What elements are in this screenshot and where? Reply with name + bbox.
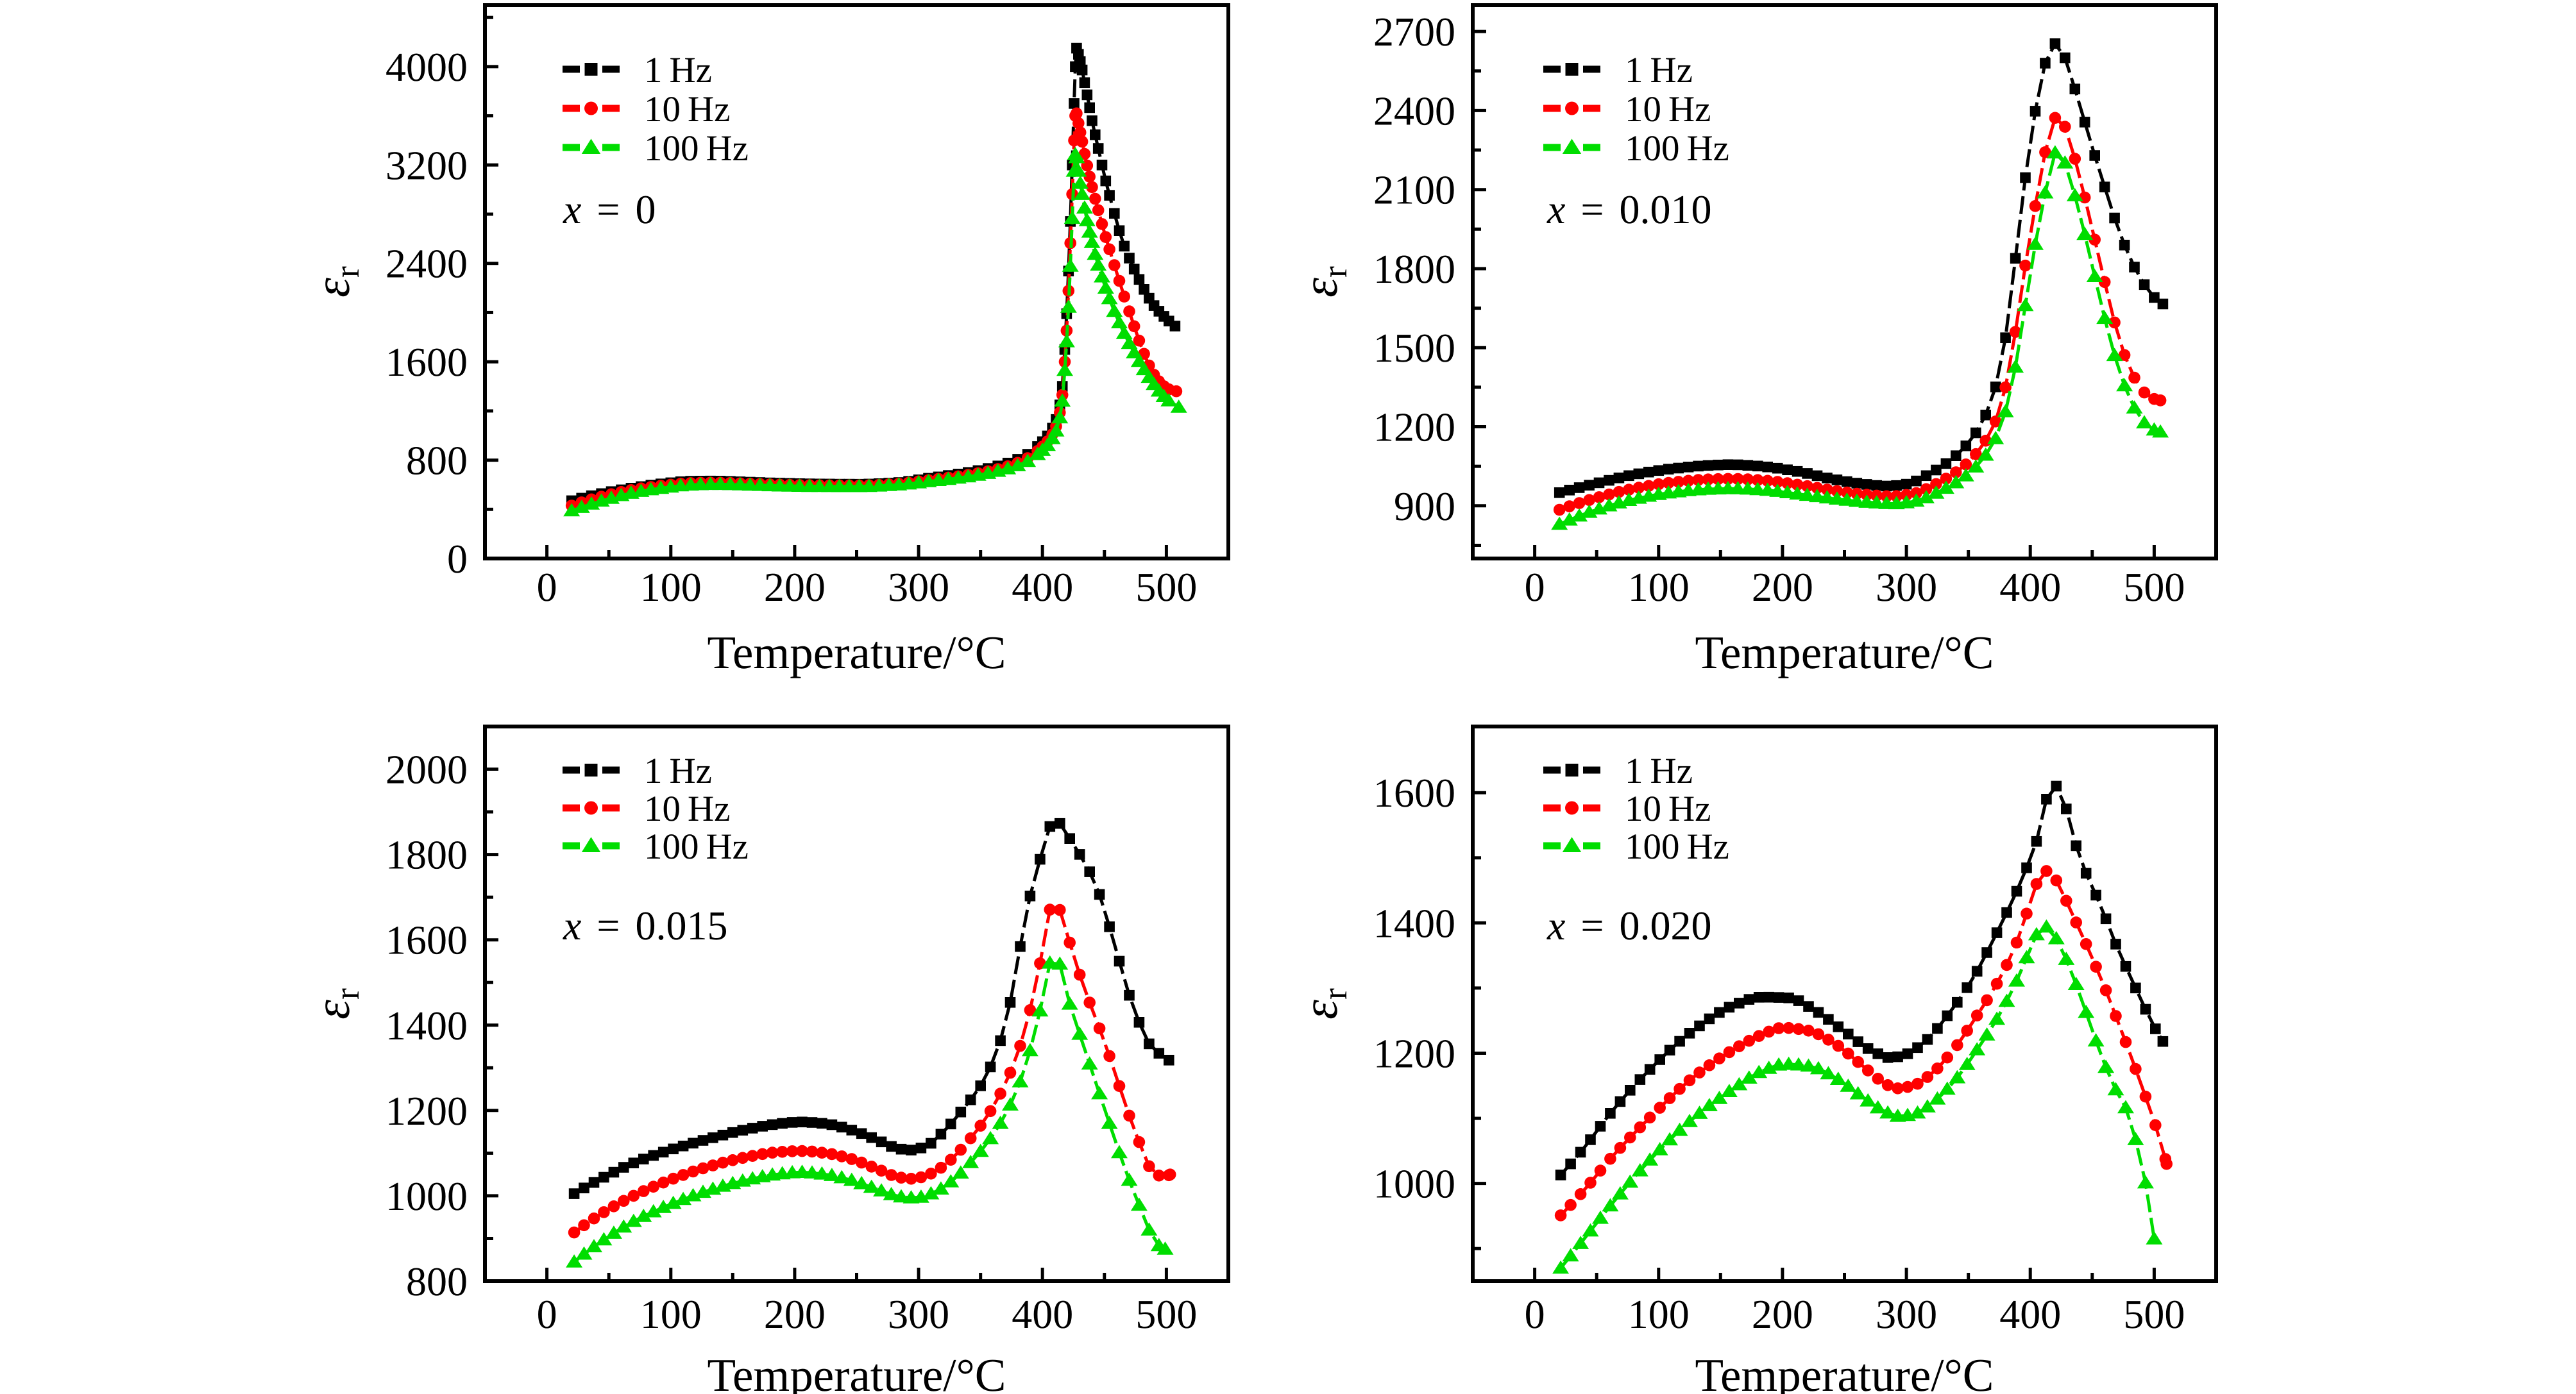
svg-text:300: 300 xyxy=(1876,564,1937,610)
svg-text:200: 200 xyxy=(764,564,826,610)
svg-text:εr: εr xyxy=(1292,988,1354,1020)
svg-text:1Hz: 1 Hz xyxy=(1625,50,1693,90)
svg-text:3200: 3200 xyxy=(386,142,468,188)
svg-text:400: 400 xyxy=(1999,564,2061,610)
svg-text:x = 0: x = 0 xyxy=(563,187,656,232)
svg-text:2400: 2400 xyxy=(1373,88,1455,133)
svg-text:1200: 1200 xyxy=(386,1088,468,1134)
svg-text:x = 0.010: x = 0.010 xyxy=(1546,187,1712,232)
svg-text:0: 0 xyxy=(1525,564,1545,610)
svg-text:1800: 1800 xyxy=(1373,246,1455,292)
svg-text:200: 200 xyxy=(1752,564,1813,610)
svg-text:1600: 1600 xyxy=(386,339,468,385)
svg-text:1Hz: 1 Hz xyxy=(644,751,712,791)
svg-text:2400: 2400 xyxy=(386,241,468,287)
svg-text:500: 500 xyxy=(2123,1291,2185,1337)
svg-text:1200: 1200 xyxy=(1373,1031,1455,1077)
svg-text:1000: 1000 xyxy=(386,1173,468,1219)
svg-text:1500: 1500 xyxy=(1373,325,1455,371)
svg-text:300: 300 xyxy=(888,1291,949,1337)
svg-text:2700: 2700 xyxy=(1373,9,1455,55)
svg-text:100: 100 xyxy=(640,1291,702,1337)
svg-text:2000: 2000 xyxy=(386,747,468,793)
svg-text:200: 200 xyxy=(764,1291,826,1337)
svg-text:1Hz: 1 Hz xyxy=(644,50,712,90)
svg-text:800: 800 xyxy=(406,1259,468,1304)
svg-text:200: 200 xyxy=(1752,1291,1813,1337)
svg-text:1400: 1400 xyxy=(386,1003,468,1048)
svg-text:900: 900 xyxy=(1394,483,1455,529)
svg-text:800: 800 xyxy=(406,438,468,483)
svg-text:Temperature/°C: Temperature/°C xyxy=(1695,1349,1994,1394)
svg-text:1400: 1400 xyxy=(1373,900,1455,946)
svg-text:400: 400 xyxy=(1012,1291,1073,1337)
svg-text:300: 300 xyxy=(1876,1291,1937,1337)
svg-text:x = 0.015: x = 0.015 xyxy=(563,903,728,948)
svg-text:500: 500 xyxy=(2123,564,2185,610)
svg-text:0: 0 xyxy=(447,536,468,582)
svg-text:1200: 1200 xyxy=(1373,405,1455,450)
svg-text:Temperature/°C: Temperature/°C xyxy=(708,626,1006,678)
svg-text:100: 100 xyxy=(1628,564,1690,610)
svg-text:2100: 2100 xyxy=(1373,167,1455,213)
svg-text:500: 500 xyxy=(1135,1291,1197,1337)
svg-text:0: 0 xyxy=(537,1291,557,1337)
svg-text:400: 400 xyxy=(1012,564,1073,610)
svg-text:1800: 1800 xyxy=(386,832,468,878)
svg-text:4000: 4000 xyxy=(386,44,468,90)
svg-text:1Hz: 1 Hz xyxy=(1625,751,1693,791)
svg-text:400: 400 xyxy=(1999,1291,2061,1337)
svg-text:1600: 1600 xyxy=(386,918,468,963)
svg-text:500: 500 xyxy=(1135,564,1197,610)
svg-text:Temperature/°C: Temperature/°C xyxy=(1695,626,1994,678)
svg-text:300: 300 xyxy=(888,564,949,610)
svg-text:1600: 1600 xyxy=(1373,770,1455,816)
svg-text:Temperature/°C: Temperature/°C xyxy=(708,1349,1006,1394)
svg-text:0: 0 xyxy=(537,564,557,610)
svg-text:x = 0.020: x = 0.020 xyxy=(1546,903,1712,948)
svg-text:100: 100 xyxy=(1628,1291,1690,1337)
svg-text:100: 100 xyxy=(640,564,702,610)
svg-text:1000: 1000 xyxy=(1373,1161,1455,1207)
svg-text:0: 0 xyxy=(1525,1291,1545,1337)
